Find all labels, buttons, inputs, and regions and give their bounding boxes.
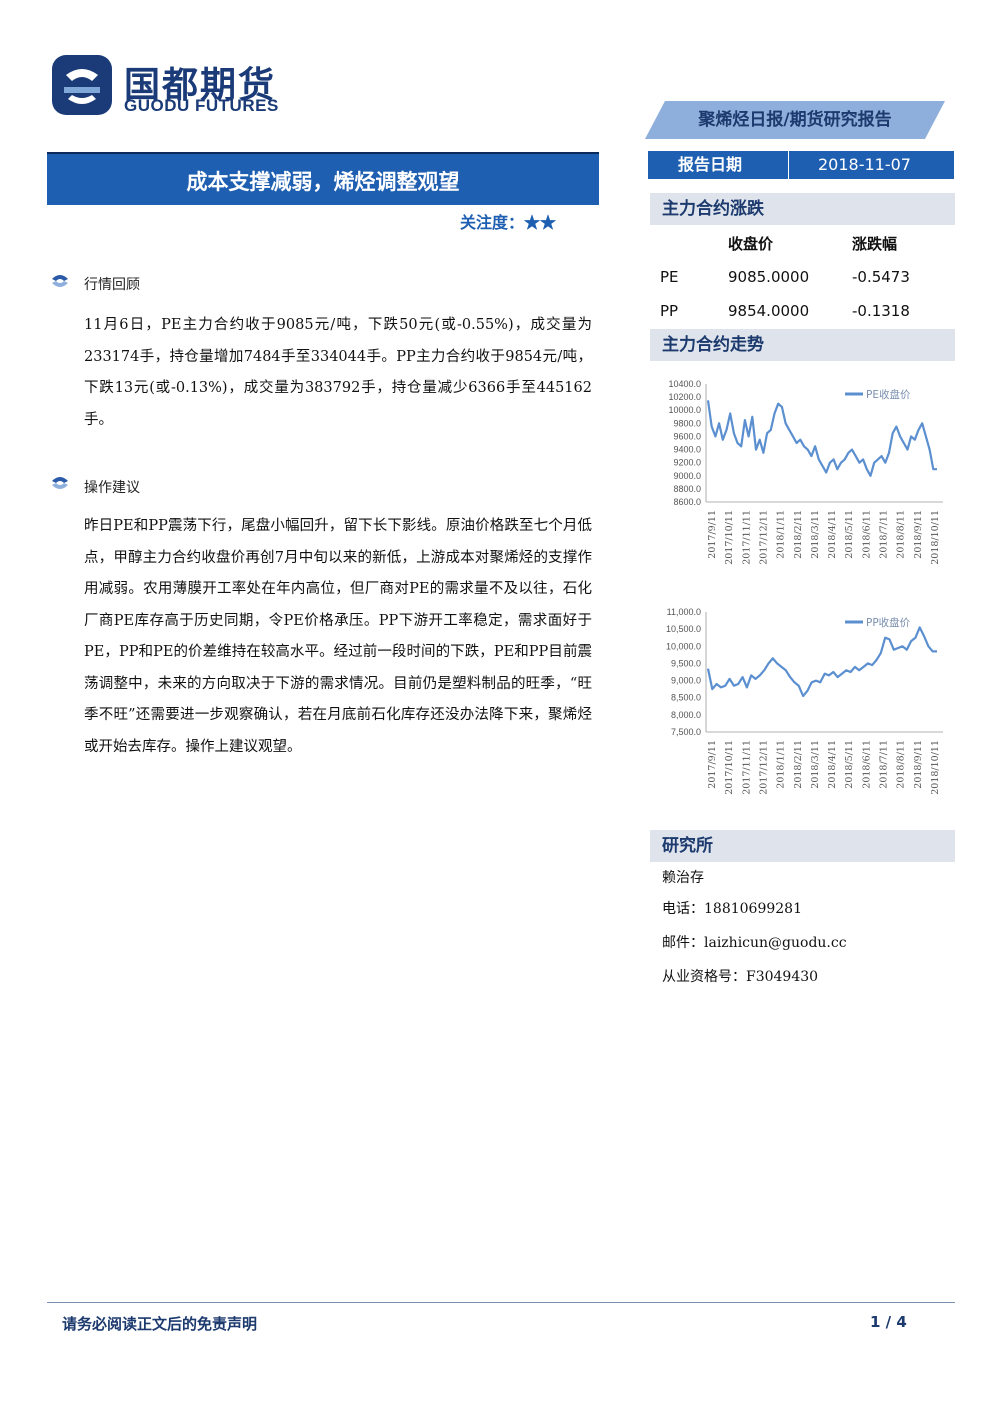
x-tick-label: 2018/5/11	[844, 740, 855, 789]
focus-rating: 关注度：★★	[460, 209, 556, 233]
analyst-email: 邮件：laizhicun@guodu.cc	[662, 935, 847, 951]
focus-stars: ★★	[524, 213, 557, 232]
section-body-review: 11月6日，PE主力合约收于9085元/吨，下跌50元(或-0.55%)，成交量…	[84, 317, 592, 428]
section-heading-review: 行情回顾	[84, 277, 140, 293]
report-date-label: 报告日期	[678, 155, 743, 174]
y-tick-label: 9600.0	[673, 431, 701, 441]
footer-divider	[47, 1302, 955, 1303]
y-tick-label: 9,000.0	[671, 676, 701, 686]
x-tick-label: 2018/1/11	[776, 740, 787, 789]
x-tick-label: 2017/12/11	[758, 510, 769, 565]
x-tick-label: 2017/9/11	[707, 740, 718, 789]
pp-price-chart: 11,000.0 10,500.0 10,000.0 9,500.0 9,000.0 8,…	[666, 607, 943, 795]
y-tick-label: 10200.0	[668, 392, 701, 402]
trend-heading: 主力合约走势	[650, 329, 955, 361]
title-banner: 成本支撑减弱，烯烃调整观望	[47, 152, 599, 205]
x-tick-label: 2017/11/11	[741, 740, 752, 795]
row-pp-change: -0.1318	[852, 302, 910, 320]
research-heading: 研究所	[650, 830, 955, 862]
series-line	[706, 400, 937, 477]
y-tick-label: 10,000.0	[666, 641, 701, 651]
row-pe-name: PE	[660, 268, 679, 286]
x-tick-label: 2017/10/11	[724, 510, 735, 565]
y-tick-label: 10,500.0	[666, 624, 701, 634]
analyst-license: 从业资格号：F3049430	[662, 969, 819, 985]
x-tick-label: 2017/12/11	[758, 740, 769, 795]
y-tick-label: 10000.0	[668, 405, 701, 415]
logo-text-cn: 国都期货	[124, 65, 277, 106]
x-tick-label: 2018/4/11	[827, 740, 838, 789]
col-change-header: 涨跌幅	[852, 235, 898, 253]
company-logo-icon	[52, 55, 112, 115]
legend-label: PP收盘价	[866, 616, 911, 629]
x-tick-label: 2018/6/11	[861, 510, 872, 559]
section-bullet-icon	[52, 477, 68, 489]
x-tick-label: 2017/10/11	[724, 740, 735, 795]
row-pp-name: PP	[660, 302, 679, 320]
y-tick-label: 8800.0	[673, 484, 701, 494]
report-date-bar: 报告日期 2018-11-07	[648, 151, 954, 179]
y-tick-label: 8,500.0	[671, 693, 701, 703]
analyst-name: 赖治存	[662, 870, 704, 886]
x-tick-label: 2018/3/11	[810, 510, 821, 559]
x-tick-label: 2018/2/11	[793, 510, 804, 559]
x-tick-label: 2018/8/11	[896, 510, 907, 559]
row-pe-close: 9085.0000	[728, 268, 810, 286]
date-divider	[788, 151, 789, 179]
y-tick-label: 9,500.0	[671, 658, 701, 668]
y-tick-label: 10400.0	[668, 379, 701, 389]
x-tick-label: 2018/9/11	[913, 740, 924, 789]
x-tick-label: 2017/9/11	[707, 510, 718, 559]
x-tick-label: 2018/2/11	[793, 740, 804, 789]
y-tick-label: 9800.0	[673, 418, 701, 428]
y-tick-label: 9400.0	[673, 445, 701, 455]
disclaimer-notice: 请务必阅读正文后的免责声明	[62, 1315, 258, 1333]
x-tick-label: 2018/1/11	[776, 510, 787, 559]
y-tick-label: 9000.0	[673, 471, 701, 481]
x-tick-label: 2018/10/11	[930, 740, 941, 795]
legend-label: PE收盘价	[866, 388, 911, 401]
x-tick-label: 2017/11/11	[741, 510, 752, 565]
x-tick-label: 2018/7/11	[879, 740, 890, 789]
report-title: 成本支撑减弱，烯烃调整观望	[186, 169, 460, 194]
row-pp-close: 9854.0000	[728, 302, 810, 320]
page-number: 1 / 4	[870, 1313, 907, 1331]
x-tick-label: 2018/10/11	[930, 510, 941, 565]
series-line	[706, 626, 937, 698]
x-tick-label: 2018/7/11	[879, 510, 890, 559]
section-heading-advice: 操作建议	[84, 480, 140, 496]
price-table-heading: 主力合约涨跌	[650, 193, 955, 225]
section-body-advice: 昨日PE和PP震荡下行，尾盘小幅回升，留下长下影线。原油价格跌至七个月低点，甲醇…	[84, 518, 592, 755]
report-date-value: 2018-11-07	[818, 155, 911, 174]
x-tick-label: 2018/5/11	[844, 510, 855, 559]
pe-price-chart: 10400.0 10200.0 10000.0 9800.0 9600.0 9400.0 9…	[668, 379, 943, 565]
y-tick-label: 9200.0	[673, 458, 701, 468]
col-close-header: 收盘价	[728, 235, 774, 253]
row-pe-change: -0.5473	[852, 268, 910, 286]
x-tick-label: 2018/9/11	[913, 510, 924, 559]
focus-label: 关注度：	[460, 213, 525, 232]
report-type-banner: 聚烯烃日报/期货研究报告	[645, 101, 945, 139]
x-tick-label: 2018/4/11	[827, 510, 838, 559]
x-tick-label: 2018/3/11	[810, 740, 821, 789]
x-tick-label: 2018/8/11	[896, 740, 907, 789]
x-tick-label: 2018/6/11	[861, 740, 872, 789]
y-tick-label: 8,000.0	[671, 710, 701, 720]
y-tick-label: 7,500.0	[671, 727, 701, 737]
y-tick-label: 8600.0	[673, 497, 701, 507]
y-tick-label: 11,000.0	[667, 607, 701, 617]
analyst-phone: 电话：18810699281	[662, 901, 802, 917]
logo-text-en: GUODU FUTURES	[124, 96, 279, 115]
section-bullet-icon	[52, 275, 68, 287]
